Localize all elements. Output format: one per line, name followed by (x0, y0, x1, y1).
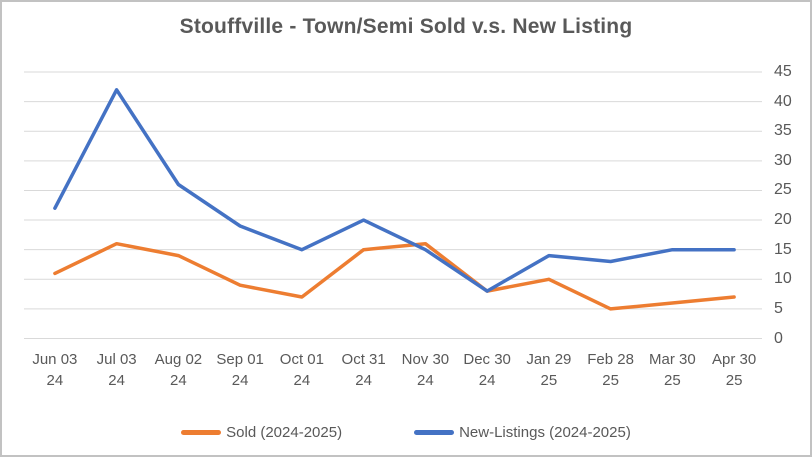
series-line-new-listings-2024-2025- (53, 88, 736, 293)
series-line-sold-2024-2025- (53, 241, 736, 311)
y-axis-tick-label: 10 (774, 270, 792, 288)
y-axis-tick-label: 25 (774, 181, 792, 199)
y-axis-tick-label: 20 (774, 211, 792, 229)
y-axis-tick-label: 35 (774, 122, 792, 140)
x-axis-tick-label: Jan 29 25 (526, 351, 572, 389)
x-axis-tick-label: Dec 30 24 (463, 351, 511, 389)
x-axis-tick-label: Nov 30 24 (401, 351, 450, 389)
x-axis-tick-label: Sep 01 24 (216, 351, 264, 389)
chart-title: Stouffville - Town/Semi Sold v.s. New Li… (179, 15, 633, 38)
legend-item-new-listings-2024-2025-: New-Listings (2024-2025) (414, 424, 631, 441)
x-axis-tick-label: Apr 30 25 (712, 351, 757, 389)
x-axis-tick-label: Jun 03 24 (32, 351, 78, 389)
legend-swatch-icon (414, 430, 455, 435)
chart-legend: Sold (2024-2025) New-Listings (2024-2025) (2, 424, 810, 441)
y-axis-tick-label: 40 (774, 92, 792, 110)
x-axis-tick-label: Aug 02 24 (154, 351, 203, 389)
y-axis-tick-label: 15 (774, 240, 792, 258)
y-axis-tick-label: 30 (774, 151, 792, 169)
x-axis-tick-label: Mar 30 25 (649, 351, 696, 389)
y-axis-tick-label: 45 (774, 63, 792, 80)
y-axis-tick-label: 5 (774, 299, 783, 317)
legend-item-sold-2024-2025-: Sold (2024-2025) (181, 424, 342, 441)
x-axis-tick-label: Oct 31 24 (341, 351, 386, 389)
y-axis-tick-label: 0 (774, 329, 783, 347)
legend-swatch-icon (181, 430, 222, 435)
x-axis-tick-label: Oct 01 24 (279, 351, 324, 389)
legend-label: New-Listings (2024-2025) (459, 424, 631, 441)
legend-label: Sold (2024-2025) (226, 424, 343, 441)
x-axis-tick-label: Jul 03 24 (96, 351, 137, 389)
x-axis-tick-label: Feb 28 25 (587, 351, 634, 389)
